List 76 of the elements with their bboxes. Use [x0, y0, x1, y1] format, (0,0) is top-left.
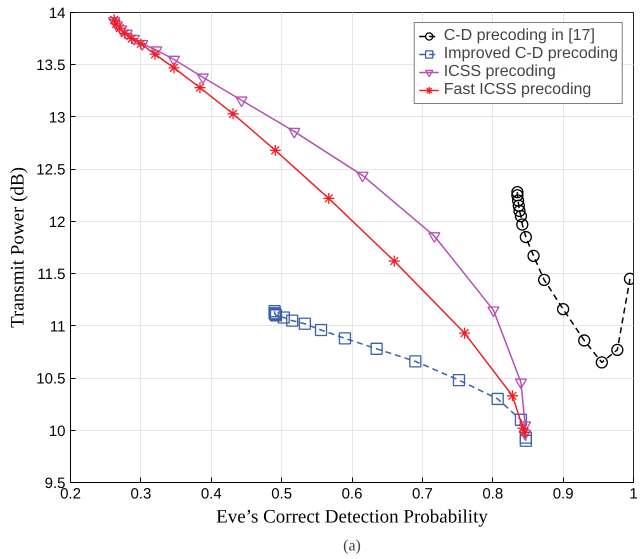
y-tick-label: 14: [48, 5, 66, 22]
point: [578, 334, 590, 347]
point: [388, 254, 400, 268]
x-tick-label: 0.7: [412, 486, 433, 502]
x-axis-title: Eve’s Correct Detection Probability: [216, 506, 488, 528]
y-tick-label: 12.5: [36, 162, 66, 179]
legend-label: Fast ICSS precoding: [444, 81, 592, 99]
point: [511, 186, 524, 198]
point: [136, 40, 148, 51]
point: [298, 318, 311, 330]
point: [514, 210, 528, 222]
point: [356, 172, 369, 182]
x-tick-label: 1: [629, 486, 638, 502]
x-tick-label: 0.6: [342, 486, 362, 502]
y-tick-label: 10: [48, 422, 66, 440]
text: (a): [343, 538, 361, 554]
point: [278, 311, 290, 324]
y-tick-label: 10.5: [36, 370, 66, 388]
legend-label: ICSS precoding: [444, 63, 556, 81]
point: [288, 128, 300, 139]
point: [518, 426, 531, 439]
point: [538, 274, 550, 286]
point: [269, 144, 282, 157]
point: [492, 392, 504, 406]
y-axis-title: Transmit Power (dB): [7, 167, 28, 328]
point: [556, 302, 570, 316]
point: [452, 374, 466, 386]
x-tick-label: 0.5: [271, 486, 292, 502]
point: [516, 218, 528, 231]
y-tick-label: 13.5: [36, 57, 66, 74]
point: [527, 250, 540, 262]
point: [506, 390, 519, 402]
x-tick-label: 0.4: [200, 486, 222, 502]
x-tick-label: 0.9: [552, 486, 574, 502]
point: [194, 82, 206, 94]
point: [120, 30, 133, 40]
y-tick-label: 11.5: [37, 266, 66, 284]
point: [512, 200, 525, 212]
point: [338, 332, 352, 345]
point: [128, 34, 140, 46]
point: [596, 356, 608, 369]
point: [512, 194, 524, 207]
point: [370, 342, 383, 355]
y-tick-label: 12: [48, 214, 66, 231]
point: [168, 56, 180, 66]
point: [196, 73, 209, 84]
point: [458, 326, 471, 340]
legend-label: C-D precoding in [17]: [444, 27, 595, 45]
point: [226, 108, 240, 120]
point: [114, 22, 126, 34]
y-tick-label: 11: [50, 318, 66, 336]
point: [118, 27, 131, 40]
legend-label: Improved C-D precoding: [444, 45, 618, 63]
point: [409, 355, 422, 368]
point: [520, 434, 532, 447]
x-tick-label: 0.3: [130, 486, 152, 502]
point: [235, 96, 248, 108]
point: [134, 38, 148, 50]
point: [148, 48, 162, 60]
point: [150, 46, 163, 58]
point: [314, 324, 328, 336]
point: [110, 18, 122, 30]
point: [126, 32, 138, 45]
point: [513, 204, 526, 218]
point: [611, 344, 624, 356]
point: [322, 192, 335, 205]
point: [168, 62, 180, 74]
point: [520, 230, 532, 244]
point: [428, 232, 440, 244]
point: [514, 414, 528, 426]
y-tick-label: 13: [48, 109, 66, 126]
point: [487, 306, 500, 318]
point: [511, 189, 524, 202]
x-tick-label: 0.8: [482, 486, 504, 502]
point: [286, 314, 298, 327]
point: [108, 14, 120, 26]
